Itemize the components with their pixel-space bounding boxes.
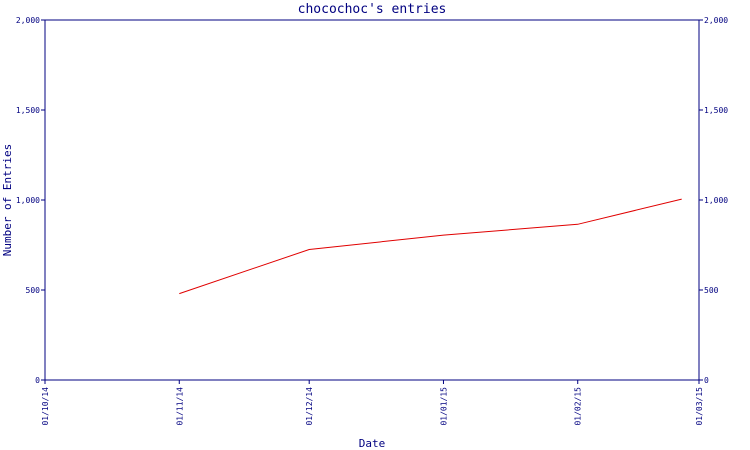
chart-title: chocochoc's entries [298,2,447,17]
y-tick-label-left: 2,000 [16,16,40,25]
x-axis-label: Date [359,437,386,450]
y-tick-label-right: 0 [704,376,709,385]
x-tick-label: 01/10/14 [41,387,50,426]
y-tick-label-right: 500 [704,286,719,295]
y-tick-label-right: 1,000 [704,196,728,205]
y-tick-label-right: 1,500 [704,106,728,115]
y-tick-label-right: 2,000 [704,16,728,25]
y-tick-label-left: 0 [35,376,40,385]
x-tick-label: 01/12/14 [305,387,314,426]
x-tick-label: 01/03/15 [695,387,704,426]
plot-area-frame [44,19,700,381]
x-tick-label: 01/11/14 [175,387,184,426]
x-axis: 01/10/14 01/11/14 01/12/14 01/01/15 01/02/15… [41,380,704,426]
y-tick-label-left: 1,000 [16,196,40,205]
x-tick-label: 01/02/15 [574,387,583,426]
y-axis-left: 0 500 1,000 1,500 2,000 [16,16,45,385]
y-axis-label: Number of Entries [1,144,14,257]
y-axis-right: 0 500 1,000 1,500 2,000 [699,16,728,385]
x-tick-label: 01/01/15 [439,387,448,426]
y-tick-label-left: 500 [26,286,41,295]
y-tick-label-left: 1,500 [16,106,40,115]
series-layer [179,198,682,295]
series-line-0 [179,198,682,295]
